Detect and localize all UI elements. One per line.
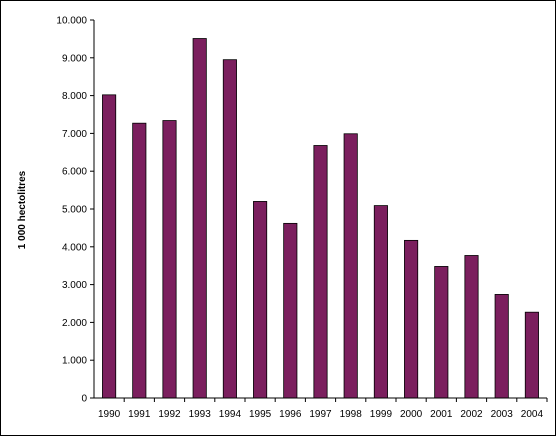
y-ticks-layer: 0 1.000 2.000 3.000 4.000 5.000 6.000 7.000 8.00… — [56, 16, 94, 405]
y-tick-label: 1.000 — [62, 356, 87, 367]
x-tick-label-2003: 2003 — [491, 409, 514, 420]
x-tick-label-2002: 2002 — [460, 409, 483, 420]
bar-1990 — [102, 94, 117, 399]
bar-1998 — [343, 133, 358, 399]
bar-1996 — [283, 222, 298, 399]
y-axis-title: 1 000 hectolitres — [17, 170, 28, 249]
bar-2004 — [524, 311, 539, 399]
bar-2002 — [464, 255, 479, 399]
bar-2003 — [494, 294, 509, 399]
x-tick-label-1992: 1992 — [158, 409, 181, 420]
x-tick-label-1993: 1993 — [189, 409, 212, 420]
y-tick-label: 0 — [81, 394, 87, 405]
bar-1997 — [313, 145, 328, 399]
bar-1993 — [192, 38, 207, 399]
x-labels-layer: 1990 1991 1992 1993 1994 1995 1996 1997 1998 1999… — [98, 398, 548, 420]
y-axis-title-group: 1 000 hectolitres — [17, 170, 28, 249]
y-tick-label: 9.000 — [62, 53, 87, 64]
x-tick-label-1999: 1999 — [370, 409, 393, 420]
bar-1992 — [162, 120, 177, 399]
x-tick-label-1990: 1990 — [98, 409, 121, 420]
y-tick-label: 5.000 — [62, 205, 87, 216]
y-tick-label: 2.000 — [62, 318, 87, 329]
y-tick-label: 7.000 — [62, 129, 87, 140]
y-tick-label: 8.000 — [62, 91, 87, 102]
x-tick-label-2004: 2004 — [521, 409, 544, 420]
y-tick-label: 10.000 — [56, 16, 87, 27]
x-tick-label-1997: 1997 — [309, 409, 332, 420]
bars-layer — [102, 38, 539, 399]
x-tick-label-1991: 1991 — [128, 409, 151, 420]
x-tick-label-2000: 2000 — [400, 409, 423, 420]
x-tick-label-1996: 1996 — [279, 409, 302, 420]
bar-1994 — [222, 59, 237, 399]
y-tick-label: 4.000 — [62, 242, 87, 253]
bar-1995 — [253, 201, 268, 399]
y-tick-label: 6.000 — [62, 167, 87, 178]
x-tick-label-2001: 2001 — [430, 409, 453, 420]
x-tick-label-1994: 1994 — [219, 409, 242, 420]
bar-1991 — [132, 122, 147, 399]
bar-1999 — [373, 205, 388, 399]
bar-2000 — [404, 239, 419, 399]
y-tick-label: 3.000 — [62, 280, 87, 291]
x-tick-label-1998: 1998 — [340, 409, 363, 420]
x-tick-label-1995: 1995 — [249, 409, 272, 420]
bar-2001 — [434, 266, 449, 399]
